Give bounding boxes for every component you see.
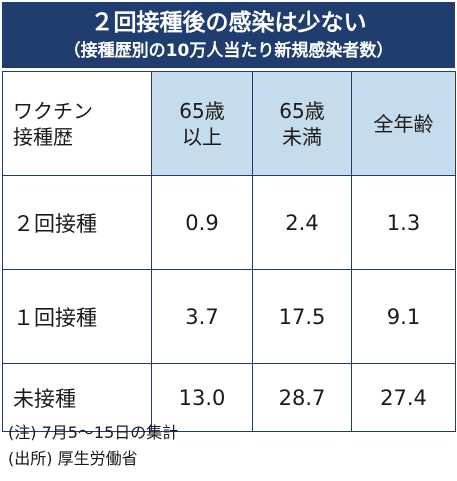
- data-cell: 28.7: [252, 363, 352, 432]
- column-header-line: 以上: [182, 124, 222, 149]
- column-header-line: 65歳: [279, 98, 325, 123]
- column-header: 65歳 以上: [151, 71, 253, 176]
- table-row: ２回接種 0.9 2.4 1.3: [2, 175, 456, 270]
- data-cell: 17.5: [252, 269, 352, 364]
- header-row: ワクチン 接種歴 65歳 以上 65歳 未満 全年齢: [2, 71, 456, 176]
- corner-header: ワクチン 接種歴: [2, 71, 152, 176]
- footnotes: (注) 7月5～15日の集計 (出所) 厚生労働省: [8, 420, 178, 472]
- row-label: １回接種: [2, 269, 152, 364]
- data-table: ワクチン 接種歴 65歳 以上 65歳 未満 全年齢 ２回接種 0.9 2.4 …: [2, 71, 456, 432]
- data-cell: 2.4: [252, 175, 352, 270]
- data-cell: 0.9: [151, 175, 253, 270]
- data-cell: 1.3: [351, 175, 456, 270]
- data-cell: 27.4: [351, 363, 456, 432]
- column-header: 65歳 未満: [252, 71, 352, 176]
- corner-label-line: ワクチン: [13, 98, 93, 123]
- table-row: 未接種 13.0 28.7 27.4: [2, 363, 456, 432]
- chart-title: ２回接種後の感染は少ない: [90, 10, 367, 36]
- data-cell: 3.7: [151, 269, 253, 364]
- row-label: 未接種: [2, 363, 152, 432]
- data-cell: 13.0: [151, 363, 253, 432]
- row-label: ２回接種: [2, 175, 152, 270]
- note-source: (出所) 厚生労働省: [8, 449, 138, 468]
- column-header-line: 65歳: [179, 98, 225, 123]
- table-row: １回接種 3.7 17.5 9.1: [2, 269, 456, 364]
- data-cell: 9.1: [351, 269, 456, 364]
- corner-label-line: 接種歴: [13, 124, 73, 149]
- column-header-line: 未満: [282, 124, 322, 149]
- column-header: 全年齢: [351, 71, 456, 176]
- column-header-line: 全年齢: [373, 111, 434, 136]
- note-period: (注) 7月5～15日の集計: [8, 423, 179, 442]
- chart-subtitle: （接種歴別の10万人当たり新規感染者数）: [63, 41, 394, 61]
- chart-header: ２回接種後の感染は少ない （接種歴別の10万人当たり新規感染者数）: [2, 2, 455, 68]
